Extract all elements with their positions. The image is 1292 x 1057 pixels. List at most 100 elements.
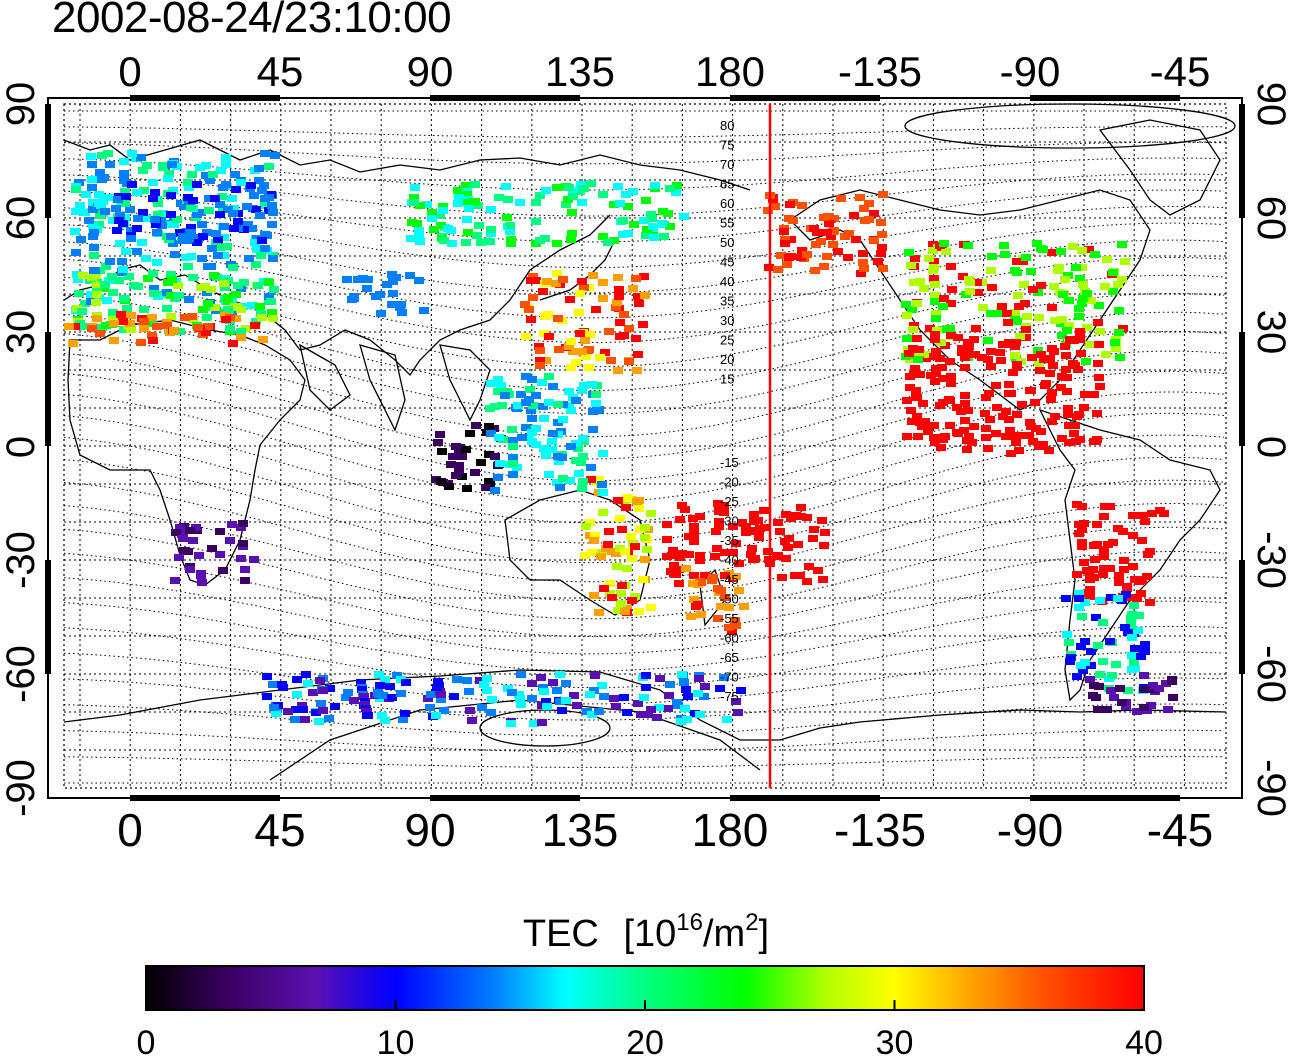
tec-cell [414,227,424,234]
tec-cell [429,226,439,233]
tec-cell [89,244,99,251]
tec-cell [1082,290,1092,297]
tec-cell [648,223,658,230]
tec-cell [585,519,595,526]
tec-cell [222,243,232,250]
tec-cell [548,430,558,437]
tec-cell [87,161,97,168]
tec-cell [641,684,651,691]
tec-cell [119,158,129,165]
tec-cell [1137,512,1147,519]
tec-cell [1128,563,1138,570]
tec-cell [377,712,387,719]
tec-cell [938,399,948,406]
tec-cell [138,167,148,174]
tec-cell [1008,369,1018,376]
tec-cell [539,688,549,695]
tec-cell [659,233,669,240]
tec-cell [1053,267,1063,274]
tec-cell [679,213,689,220]
tec-cell [912,394,922,401]
tec-cell [931,315,941,322]
tec-cell [640,524,650,531]
tec-cell [486,226,496,233]
tec-cell [1073,366,1083,373]
tec-cell [912,300,922,307]
tec-cell [553,315,563,322]
tec-cell [508,454,518,461]
tec-cell [712,545,722,552]
tec-cell [500,392,510,399]
tec-cell [614,286,624,293]
tec-cell [931,353,941,360]
tec-cell [713,615,723,622]
tec-cell [640,292,650,299]
tec-cell [652,714,662,721]
tec-cell [554,458,564,465]
mag-lat-label: 45 [720,255,734,270]
tec-cell [780,240,790,247]
tec-cell [741,529,751,536]
tec-cell [642,546,652,553]
tec-cell [920,418,930,425]
tec-cell [250,322,260,329]
tec-cell [552,184,562,191]
bottom-lon-label: 45 [254,804,305,856]
tec-cell [1047,345,1057,352]
tec-cell [382,281,392,288]
tec-cell [1137,537,1147,544]
tec-cell [541,357,551,364]
tec-cell [184,184,194,191]
tec-cell [1114,572,1124,579]
tec-cell [598,450,608,457]
tec-cell [68,340,78,347]
tec-cell [539,415,549,422]
tec-cell [622,495,632,502]
tec-cell [260,199,270,206]
tec-cell [311,709,321,716]
tec-cell [197,221,207,228]
tec-cell [859,265,869,272]
tec-cell [722,716,732,723]
tec-cell [423,695,433,702]
tec-cell [907,306,917,313]
tec-cell [356,679,366,686]
tec-cell [163,175,173,182]
tec-cell [588,426,598,433]
tec-cell [495,460,505,467]
tec-cell [1012,269,1022,276]
tec-cell [565,477,575,484]
tec-cell [201,329,211,336]
tec-cell [178,535,188,542]
tec-cell [185,566,195,573]
tec-cell [184,236,194,243]
tec-cell [1130,645,1140,652]
tec-cell [674,566,684,573]
tec-cell [851,236,861,243]
tec-cell [316,700,326,707]
mag-lat-label: -70 [720,670,739,685]
tec-cell [876,250,886,257]
tec-cell [239,279,249,286]
tec-cell [1056,320,1066,327]
tec-cell [869,237,879,244]
tec-cell [219,223,229,230]
tec-cell [292,676,302,683]
tec-cell [92,315,102,322]
tec-cell [256,252,266,259]
tec-cell [1136,653,1146,660]
tec-cell [531,392,541,399]
tec-cell [211,230,221,237]
tec-cell [95,169,105,176]
tec-cell [555,698,565,705]
tec-cell [132,189,142,196]
tec-cell [614,293,624,300]
tec-cell [535,237,545,244]
tec-cell [1119,557,1129,564]
tec-cell [102,297,112,304]
tec-cell [566,407,576,414]
tec-cell [662,553,672,560]
tec-cell [1026,268,1036,275]
tec-cell [157,222,167,229]
